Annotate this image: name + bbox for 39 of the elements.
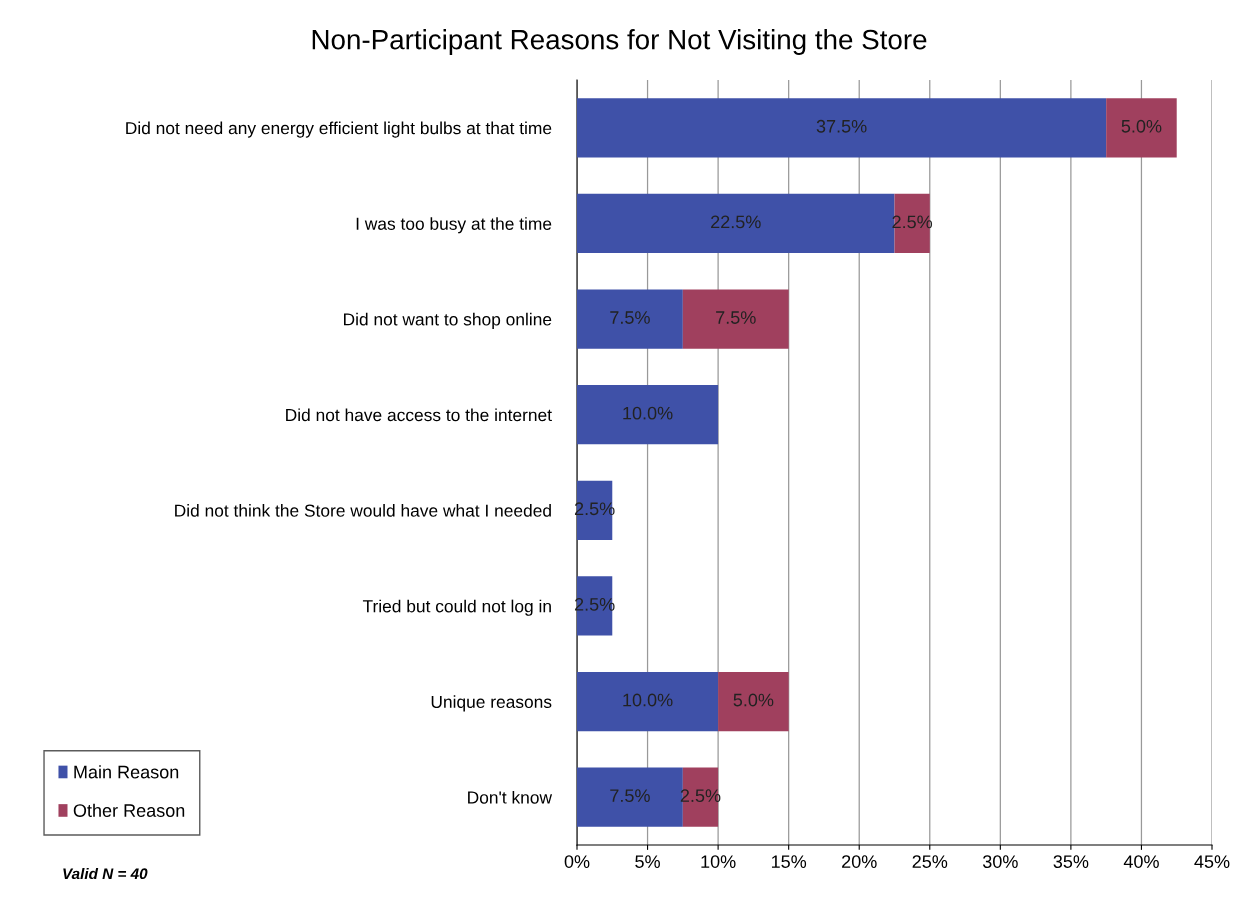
y-tick-label: Don't know (468, 790, 553, 804)
x-tick-label: 20% (842, 855, 877, 868)
y-tick-label: Did not need any energy efficient light bulbs at that time (126, 121, 552, 138)
legend-label: Main Reason (74, 765, 179, 779)
x-tick-label: 10% (701, 855, 736, 868)
bar (718, 671, 789, 732)
bar (577, 385, 719, 445)
bar (1106, 98, 1177, 158)
bar (682, 289, 789, 349)
y-tick-label: Tried but could not log in (362, 599, 551, 616)
y-tick-label: Did not have access to the internet (286, 408, 552, 422)
data-label: 5.0% (1121, 119, 1162, 133)
bar (577, 671, 719, 732)
y-tick-label: Unique reasons (431, 695, 552, 712)
data-label: 10.0% (623, 406, 673, 420)
text: Valid N = 40 (63, 867, 148, 880)
x-tick-label: 35% (1053, 855, 1089, 868)
bar (577, 767, 683, 827)
x-tick-label: 25% (912, 855, 948, 868)
data-label: 10.0% (623, 693, 673, 707)
y-tick-label: Did not want to shop online (344, 312, 552, 329)
y-tick-label: I was too busy at the time (356, 217, 552, 234)
data-label: 7.5% (610, 789, 650, 803)
x-tick-label: 15% (771, 855, 807, 868)
y-tick-label: Did not think the Store would have what I needed (175, 504, 551, 517)
data-label: 22.5% (711, 215, 761, 229)
chart-title: Non-Participant Reasons for Not Visiting the Store (312, 29, 927, 55)
data-label: 37.5% (816, 119, 867, 133)
data-label: 5.0% (733, 693, 774, 707)
x-tick-label: 0% (564, 855, 590, 868)
x-tick-label: 5% (635, 855, 660, 868)
data-label: 7.5% (610, 311, 650, 324)
x-tick-label: 40% (1123, 855, 1159, 868)
bar (577, 289, 683, 349)
data-label: 7.5% (716, 311, 756, 324)
bar (577, 98, 1107, 158)
legend-label: Other Reason (73, 803, 185, 817)
x-tick-label: 30% (982, 855, 1018, 868)
x-tick-label: 45% (1194, 855, 1230, 868)
